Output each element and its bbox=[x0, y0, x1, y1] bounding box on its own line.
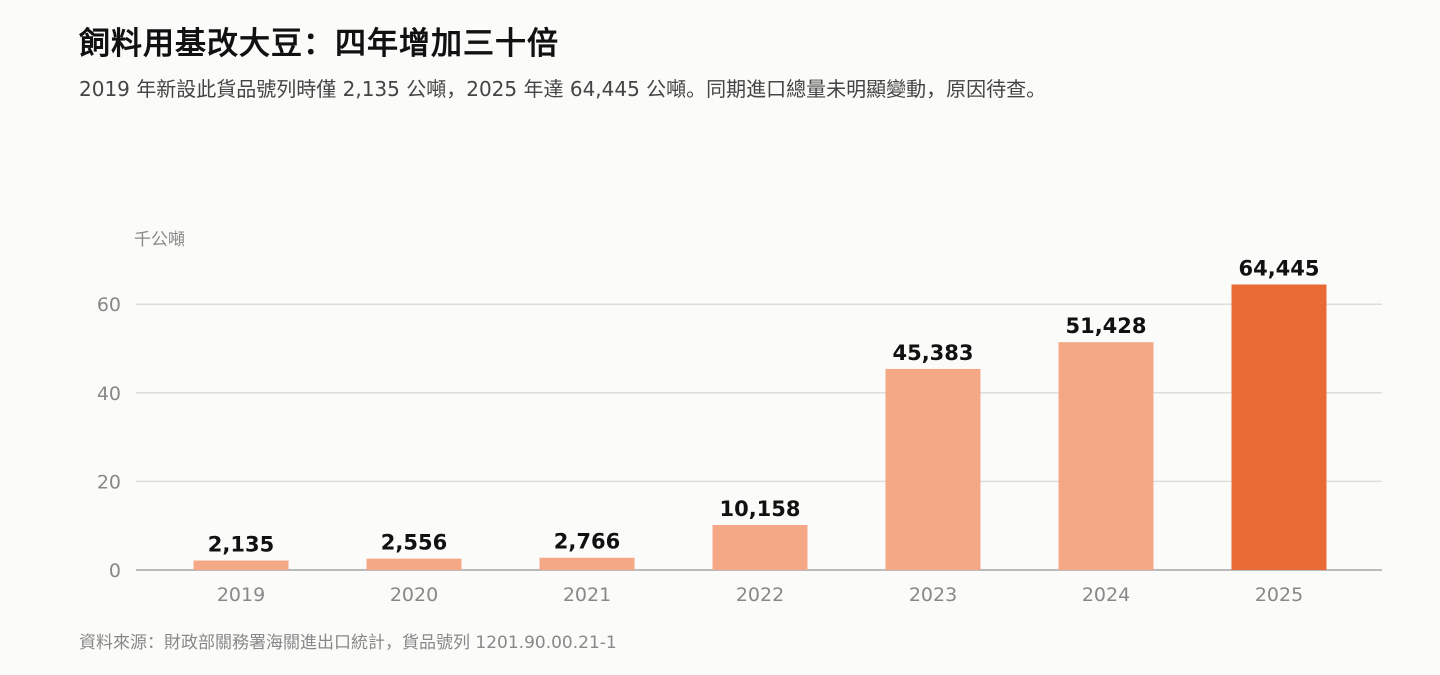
y-tick-label: 40 bbox=[97, 383, 121, 405]
bar-2023 bbox=[885, 368, 981, 570]
y-axis-unit-label: 千公噸 bbox=[134, 230, 185, 250]
y-tick-label: 20 bbox=[97, 471, 121, 493]
bar-value-label: 51,428 bbox=[1065, 314, 1146, 338]
y-tick-label: 0 bbox=[109, 560, 121, 582]
x-tick-label: 2025 bbox=[1255, 584, 1303, 606]
source-note: 資料來源：財政部關務署海關進出口統計，貨品號列 1201.90.00.21-1 bbox=[79, 633, 617, 653]
bar-value-label: 64,445 bbox=[1238, 257, 1319, 281]
bar-value-label: 10,158 bbox=[719, 497, 800, 521]
bar-value-label: 45,383 bbox=[892, 341, 973, 365]
page-subtitle: 2019 年新設此貨品號列時僅 2,135 公噸，2025 年達 64,445 … bbox=[79, 77, 1047, 101]
bar-value-label: 2,766 bbox=[554, 530, 620, 554]
bar-2021 bbox=[539, 557, 635, 570]
bar-value-label: 2,135 bbox=[208, 533, 274, 557]
bar-value-label: 2,556 bbox=[381, 531, 447, 555]
x-tick-label: 2023 bbox=[909, 584, 957, 606]
bar-2019 bbox=[193, 560, 289, 570]
x-tick-label: 2020 bbox=[390, 584, 438, 606]
bar-2022 bbox=[712, 525, 808, 570]
x-tick-label: 2021 bbox=[563, 584, 611, 606]
y-tick-label: 60 bbox=[97, 294, 121, 316]
page-title: 飼料用基改大豆：四年增加三十倍 bbox=[79, 26, 559, 62]
bar-2020 bbox=[366, 558, 462, 570]
x-tick-label: 2024 bbox=[1082, 584, 1130, 606]
bar-2025 bbox=[1231, 284, 1327, 570]
x-tick-label: 2019 bbox=[217, 584, 265, 606]
x-tick-label: 2022 bbox=[736, 584, 784, 606]
bar-2024 bbox=[1058, 342, 1154, 570]
